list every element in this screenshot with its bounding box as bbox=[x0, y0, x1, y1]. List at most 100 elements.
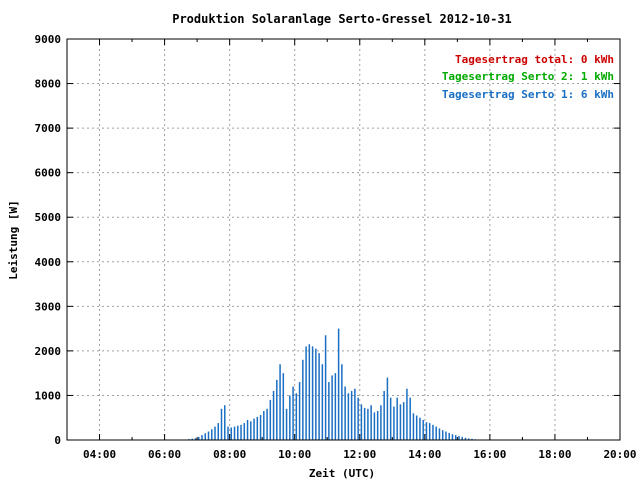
plot-frame bbox=[66, 38, 621, 441]
power-bar bbox=[415, 415, 418, 440]
power-bar bbox=[207, 431, 210, 440]
power-bar bbox=[360, 404, 363, 440]
power-bar bbox=[461, 436, 463, 440]
legend-serto-1: Tagesertrag Serto 1: 6 kWh bbox=[442, 88, 614, 101]
power-bar bbox=[357, 397, 359, 440]
power-bar bbox=[344, 386, 346, 440]
power-bar bbox=[211, 429, 213, 440]
bar-series bbox=[188, 328, 480, 440]
power-bar bbox=[445, 431, 447, 440]
power-bar bbox=[315, 348, 317, 440]
power-bar bbox=[373, 412, 376, 440]
power-bar bbox=[354, 388, 356, 440]
power-bar bbox=[422, 419, 424, 440]
x-axis-label: Zeit (UTC) bbox=[309, 467, 375, 480]
power-bar bbox=[367, 408, 369, 440]
power-bar bbox=[454, 435, 457, 440]
power-bar bbox=[341, 364, 343, 440]
legend-serto-2: Tagesertrag Serto 2: 1 kWh bbox=[442, 70, 614, 83]
power-bar bbox=[282, 373, 285, 440]
power-bar bbox=[272, 390, 275, 440]
power-bar bbox=[243, 423, 246, 440]
y-tick-label: 8000 bbox=[35, 78, 62, 91]
power-bar bbox=[302, 359, 304, 440]
power-bar bbox=[334, 373, 337, 440]
power-bar bbox=[438, 428, 441, 440]
power-bar bbox=[292, 386, 294, 440]
power-bar bbox=[201, 435, 203, 440]
power-bar bbox=[227, 426, 229, 440]
power-bar bbox=[464, 437, 467, 440]
power-bar bbox=[328, 382, 330, 440]
y-tick-labels: 0 1000 2000 3000 4000 5000 6000 7000 8000 9000 bbox=[35, 33, 62, 447]
x-tick-label: 08:00 bbox=[213, 448, 246, 461]
x-tick-label: 04:00 bbox=[83, 448, 116, 461]
power-bar bbox=[432, 424, 434, 440]
x-tick-label: 14:00 bbox=[408, 448, 441, 461]
y-tick-label: 9000 bbox=[35, 33, 62, 46]
legend: Tagesertrag total: 0 kWh Tagesertrag Ser… bbox=[442, 53, 614, 101]
power-bar bbox=[467, 438, 470, 440]
power-bar bbox=[428, 423, 431, 440]
power-bar bbox=[305, 346, 307, 440]
power-bar bbox=[250, 421, 252, 440]
grid-lines bbox=[67, 39, 620, 440]
power-bar bbox=[217, 423, 220, 440]
power-bar bbox=[230, 427, 233, 440]
power-bar bbox=[412, 413, 415, 440]
power-bar bbox=[406, 388, 408, 440]
power-bar bbox=[289, 395, 291, 440]
y-tick-label: 2000 bbox=[35, 345, 62, 358]
power-bar bbox=[370, 405, 372, 440]
power-bar bbox=[311, 346, 314, 440]
power-bar bbox=[237, 425, 239, 440]
x-tick-label: 12:00 bbox=[343, 448, 376, 461]
power-bar bbox=[214, 426, 216, 440]
y-tick-label: 4000 bbox=[35, 256, 62, 269]
power-bar bbox=[337, 328, 340, 440]
power-bar bbox=[276, 379, 278, 440]
x-tick-label: 20:00 bbox=[603, 448, 636, 461]
power-bar bbox=[419, 417, 421, 440]
power-bar bbox=[441, 430, 444, 440]
power-bar bbox=[347, 393, 350, 440]
power-bar bbox=[269, 399, 272, 440]
power-bar bbox=[399, 404, 402, 440]
power-bar bbox=[204, 433, 206, 440]
power-bar bbox=[383, 390, 385, 440]
power-bar bbox=[321, 364, 324, 440]
power-bar bbox=[386, 377, 389, 440]
power-bar bbox=[197, 436, 200, 440]
x-tick-label: 06:00 bbox=[148, 448, 181, 461]
y-tick-label: 6000 bbox=[35, 167, 62, 180]
power-bar bbox=[425, 422, 428, 440]
power-bar bbox=[233, 426, 236, 440]
power-bar bbox=[393, 406, 395, 440]
power-bar bbox=[240, 424, 242, 440]
power-bar bbox=[363, 407, 366, 440]
power-bar bbox=[448, 432, 450, 440]
power-bar bbox=[308, 344, 311, 440]
power-bar bbox=[435, 426, 437, 440]
power-bar bbox=[318, 353, 320, 440]
y-tick-label: 5000 bbox=[35, 211, 62, 224]
power-bar bbox=[285, 408, 288, 440]
x-tick-label: 16:00 bbox=[473, 448, 506, 461]
x-tick-labels: 04:00 06:00 08:00 10:00 12:00 14:00 16:00 18:00… bbox=[83, 448, 637, 461]
y-tick-label: 3000 bbox=[35, 300, 62, 313]
power-bar bbox=[409, 397, 411, 440]
power-bar bbox=[191, 438, 193, 440]
power-bar bbox=[246, 419, 249, 440]
power-bar bbox=[389, 397, 392, 440]
y-axis-label: Leistung [W] bbox=[7, 200, 20, 279]
power-bar bbox=[224, 405, 226, 440]
power-bar bbox=[324, 335, 327, 440]
power-bar bbox=[380, 405, 382, 440]
y-tick-label: 7000 bbox=[35, 122, 62, 135]
power-bar bbox=[396, 397, 398, 440]
x-tick-label: 10:00 bbox=[278, 448, 311, 461]
power-bar bbox=[266, 408, 268, 440]
y-tick-label: 0 bbox=[54, 434, 61, 447]
x-tick-label: 18:00 bbox=[538, 448, 571, 461]
